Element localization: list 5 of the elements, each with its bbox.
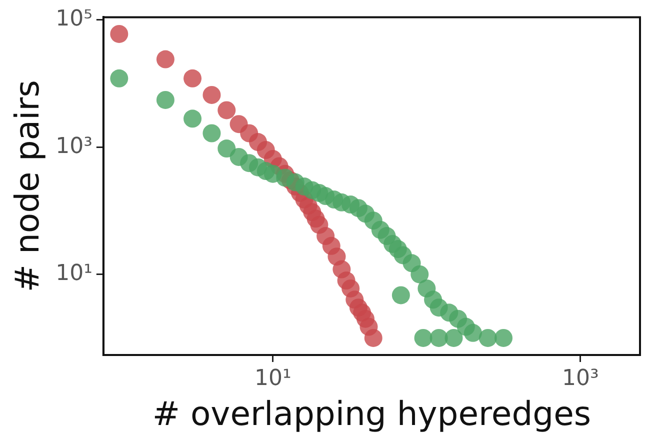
x-axis-title: # overlapping hyperedges <box>152 394 592 433</box>
y-tick-label: 10³ <box>56 134 92 159</box>
y-tick-label: 10¹ <box>56 261 92 286</box>
y-axis-title: # node pairs <box>7 80 46 292</box>
y-tick-label: 10⁵ <box>56 6 92 32</box>
